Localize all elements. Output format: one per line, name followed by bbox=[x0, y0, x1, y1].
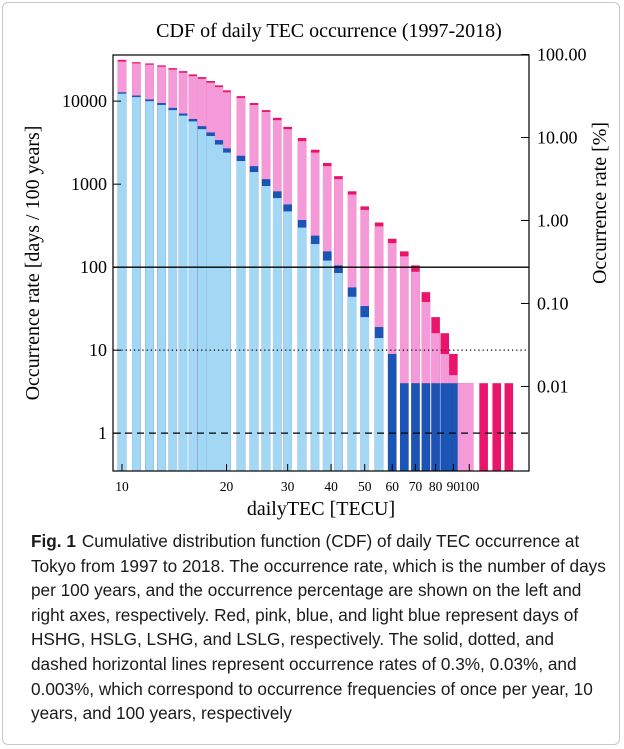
bar-lshg bbox=[431, 383, 440, 471]
x-tick-label: 80 bbox=[429, 479, 443, 494]
bar-lslg bbox=[334, 273, 343, 471]
y-right-tick-label: 10.00 bbox=[537, 127, 578, 147]
bar-lslg bbox=[322, 260, 332, 471]
bar-lslg bbox=[178, 115, 188, 472]
chart-title: CDF of daily TEC occurrence (1997-2018) bbox=[156, 20, 502, 42]
bar-lshg bbox=[440, 383, 450, 471]
bars-layer bbox=[117, 59, 514, 472]
y-right-tick-label: 100.00 bbox=[537, 44, 587, 64]
bar-lslg bbox=[197, 129, 207, 471]
bar-lslg bbox=[157, 104, 166, 471]
x-tick-label: 50 bbox=[358, 479, 372, 494]
x-tick-label: 20 bbox=[220, 479, 234, 494]
x-tick-label: 40 bbox=[324, 479, 338, 494]
figure-label: Fig. 1 bbox=[31, 531, 76, 551]
bar-lslg bbox=[261, 186, 271, 471]
y-left-tick-label: 10000 bbox=[62, 91, 107, 111]
bar-lshg bbox=[387, 353, 397, 471]
y-right-tick-label: 0.10 bbox=[537, 293, 569, 313]
y-left-tick-label: 100 bbox=[80, 257, 107, 277]
cdf-chart: CDF of daily TEC occurrence (1997-2018) … bbox=[22, 20, 611, 520]
y-left-tick-label: 1 bbox=[98, 423, 107, 443]
bar-hslg bbox=[399, 256, 409, 471]
y-axis-label-right: Occurrence rate [%] bbox=[589, 122, 611, 284]
bar-hslg bbox=[457, 383, 466, 471]
y-right-tick-label: 1.00 bbox=[537, 210, 569, 230]
bar-lslg bbox=[249, 172, 259, 472]
bar-lslg bbox=[374, 338, 384, 471]
bar-lslg bbox=[145, 101, 154, 472]
bar-lslg bbox=[222, 152, 231, 472]
y-axis-left: 1 10 100 1000 10000 bbox=[62, 91, 121, 443]
bar-hslg bbox=[411, 271, 420, 471]
bar-lslg bbox=[347, 296, 357, 471]
bar-lslg bbox=[272, 198, 282, 471]
y-left-tick-label: 10 bbox=[89, 340, 107, 360]
bar-lslg bbox=[283, 211, 292, 471]
bar-lslg bbox=[297, 227, 307, 471]
y-right-tick-label: 0.01 bbox=[537, 376, 569, 396]
bar-lshg bbox=[411, 383, 420, 471]
bar-lslg bbox=[236, 161, 246, 471]
x-tick-label: 100 bbox=[459, 479, 480, 494]
bar-lslg bbox=[360, 317, 370, 471]
bar-lshg bbox=[399, 383, 409, 471]
y-left-tick-label: 1000 bbox=[71, 174, 107, 194]
bar-lslg bbox=[206, 136, 215, 472]
plot-frame bbox=[112, 54, 530, 472]
bar-lslg bbox=[214, 144, 224, 471]
bar-hslg bbox=[464, 383, 474, 471]
x-axis: 10 20 30 40 50 60 70 80 90 100 bbox=[115, 464, 480, 494]
x-tick-label: 90 bbox=[447, 479, 461, 494]
bar-lshg bbox=[421, 383, 431, 471]
y-axis-label-left: Occurrence rate [days / 100 years] bbox=[22, 126, 44, 401]
x-tick-label: 70 bbox=[409, 479, 423, 494]
bar-lslg bbox=[310, 244, 320, 471]
bar-lslg bbox=[188, 121, 198, 472]
bar-hshg bbox=[479, 383, 488, 471]
figure-caption: Fig. 1 Cumulative distribution function (… bbox=[31, 529, 611, 726]
bar-lslg bbox=[117, 93, 127, 472]
y-axis-right: 0.01 0.10 1.00 10.00 100.00 bbox=[521, 44, 587, 396]
bar-lshg bbox=[449, 383, 458, 471]
x-tick-label: 60 bbox=[385, 479, 399, 494]
bar-hshg bbox=[504, 383, 514, 471]
caption-text: Cumulative distribution function (CDF) o… bbox=[31, 531, 606, 724]
bar-lslg bbox=[132, 97, 141, 471]
x-tick-label: 30 bbox=[281, 479, 295, 494]
x-tick-label: 10 bbox=[115, 479, 129, 494]
x-axis-label: dailyTEC [TECU] bbox=[247, 498, 395, 520]
reference-lines bbox=[113, 266, 529, 434]
bar-hshg bbox=[492, 383, 502, 471]
bar-lslg bbox=[168, 110, 178, 471]
